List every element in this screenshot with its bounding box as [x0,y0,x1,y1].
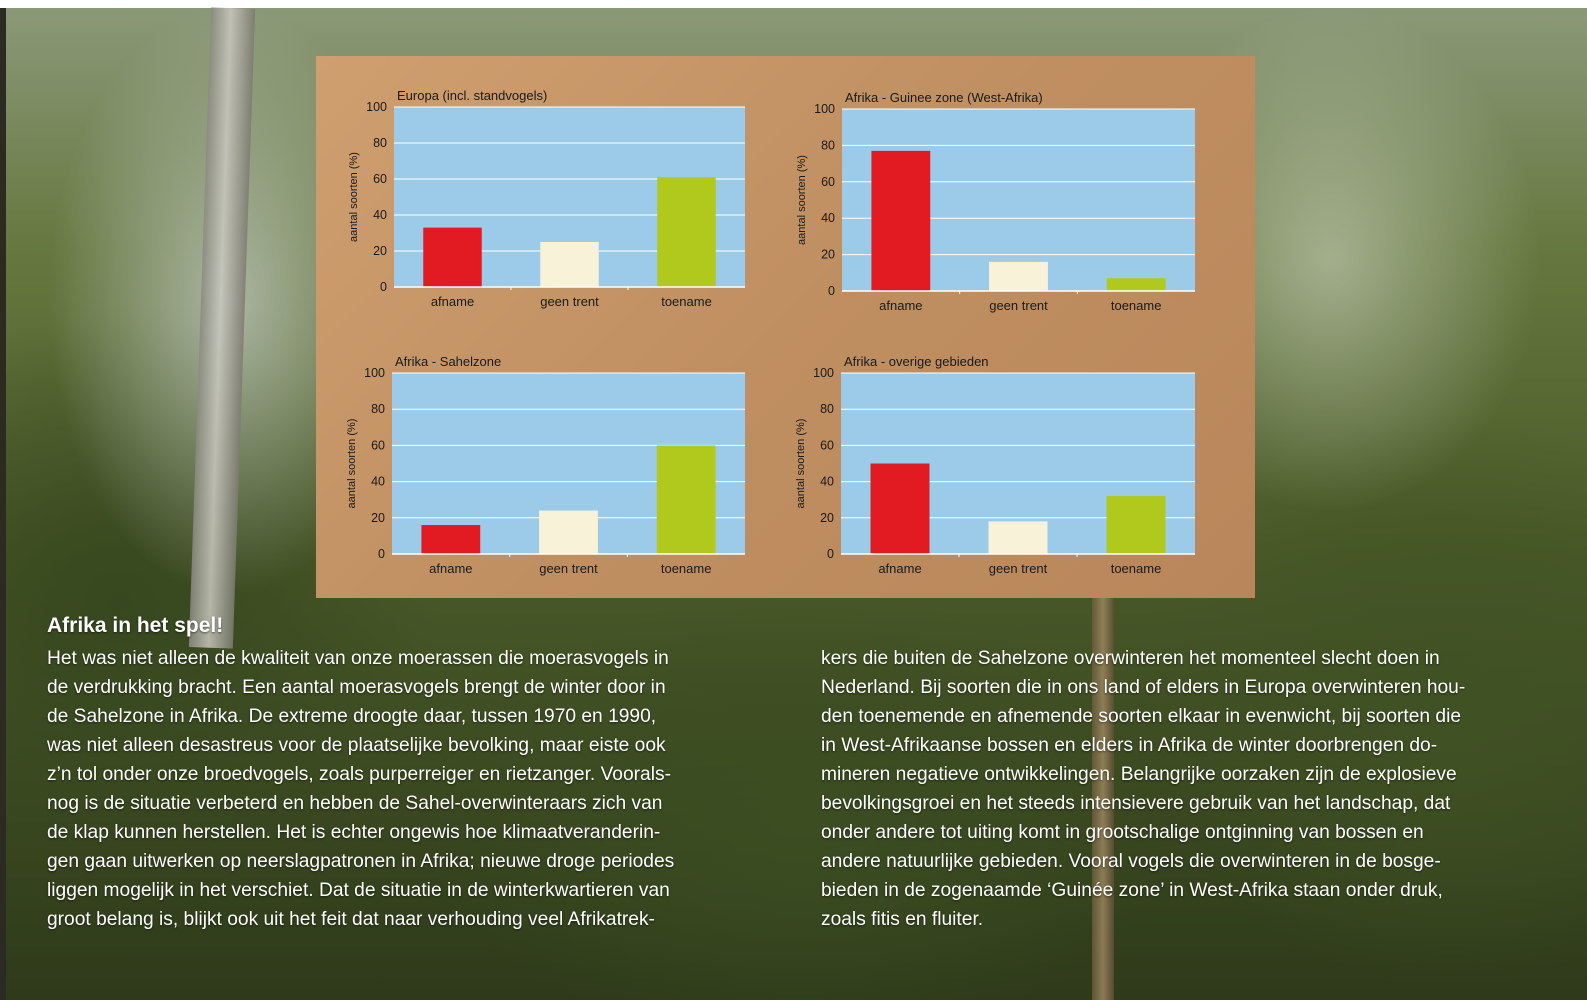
x-tick-label: afname [429,561,472,576]
y-tick-label: 0 [828,284,835,298]
y-tick-label: 100 [813,366,834,380]
y-tick-label: 80 [820,402,834,416]
y-tick-label: 80 [373,136,387,150]
chart-title: Europa (incl. standvogels) [397,88,547,103]
text-line: den toenemende en afnemende soorten elka… [821,706,1462,727]
y-axis-label: aantal soorten (%) [796,155,808,245]
chart-title: Afrika - Guinee zone (West-Afrika) [845,90,1043,105]
x-tick-label: afname [878,561,921,576]
top-border [0,0,1587,8]
y-tick-label: 40 [371,475,385,489]
text-line: onder andere tot uiting komt in grootsch… [821,822,1424,843]
text-line: zoals fitis en fluiter. [821,909,984,930]
y-tick-label: 60 [821,175,835,189]
y-tick-label: 20 [371,511,385,525]
y-tick-label: 20 [820,511,834,525]
y-tick-label: 40 [821,211,835,225]
chart-title: Afrika - Sahelzone [395,354,501,369]
left-border [0,8,6,1000]
y-tick-label: 80 [371,402,385,416]
y-tick-label: 60 [820,438,834,452]
text-line: Het was niet alleen de kwaliteit van onz… [47,648,669,669]
y-tick-label: 60 [371,438,385,452]
x-tick-label: toename [1111,298,1162,313]
bar-chart-2: 0 20 40 60 80 100 afname geen trent toename Afrik… [796,90,1195,313]
x-tick-label: afname [879,298,922,313]
article-column-right: kers die buiten de Sahelzone overwintere… [821,644,1536,934]
text-line: in West-Afrikaanse bossen en elders in A… [821,735,1438,756]
y-tick-label: 80 [821,138,835,152]
bar-geen-trent [988,521,1048,554]
text-line: de klap kunnen herstellen. Het is echter… [47,822,661,843]
y-axis-label: aantal soorten (%) [795,419,807,509]
bar-chart-4: 0 20 40 60 80 100 afname geen trent toename Afrik… [795,354,1195,576]
bar-toename [656,445,716,554]
y-tick-label: 0 [380,280,387,294]
y-tick-label: 20 [373,244,387,258]
y-tick-label: 100 [366,100,387,114]
article-heading: Afrika in het spel! [47,614,224,637]
text-line: groot belang is, blijkt ook uit het feit… [47,909,655,930]
text-line: was niet alleen desastreus voor de plaat… [47,735,666,756]
bar-chart-1: 0 20 40 60 80 100 afname geen trent toename Europ… [348,88,745,309]
x-tick-label: toename [661,561,712,576]
x-tick-label: toename [1111,561,1162,576]
text-line: de Sahelzone in Afrika. De extreme droog… [47,706,657,727]
text-line: andere natuurlijke gebieden. Vooral voge… [821,851,1441,872]
text-line: kers die buiten de Sahelzone overwintere… [821,648,1440,669]
bar-geen-trent [989,261,1048,291]
bar-afname [421,525,481,554]
y-tick-label: 0 [378,547,385,561]
chart-title: Afrika - overige gebieden [844,354,989,369]
bar-toename [657,177,716,287]
text-line: nog is de situatie verbeterd en hebben d… [47,793,663,814]
bar-afname [871,150,931,291]
y-tick-label: 100 [364,366,385,380]
charts-figure: 0 20 40 60 80 100 afname geen trent toename Europ… [346,88,1195,576]
article-column-left: Het was niet alleen de kwaliteit van onz… [47,644,762,934]
y-tick-label: 0 [827,547,834,561]
y-tick-label: 60 [373,172,387,186]
x-tick-label: geen trent [989,298,1048,313]
bar-toename [1106,496,1166,554]
x-tick-label: afname [431,294,474,309]
text-line: de verdrukking bracht. Een aantal moeras… [47,677,666,698]
y-tick-label: 40 [820,475,834,489]
x-tick-label: toename [661,294,712,309]
x-tick-label: geen trent [539,561,598,576]
y-axis-label: aantal soorten (%) [346,419,358,509]
bar-toename [1106,278,1166,291]
background-tree-trunk-right [1092,560,1114,1000]
text-line: bevolkingsgroei en het steeds intensieve… [821,793,1451,814]
bar-geen-trent [540,242,599,287]
text-line: bieden in de zogenaamde ‘Guinée zone’ in… [821,880,1443,901]
y-tick-label: 40 [373,208,387,222]
y-tick-label: 100 [814,102,835,116]
y-axis-label: aantal soorten (%) [348,152,360,242]
y-tick-label: 20 [821,248,835,262]
bar-afname [870,463,930,554]
text-line: Nederland. Bij soorten die in ons land o… [821,677,1466,698]
text-line: mineren negatieve ontwikkelingen. Belang… [821,764,1457,785]
bar-afname [423,227,482,287]
x-tick-label: geen trent [989,561,1048,576]
text-line: gen gaan uitwerken op neerslagpatronen i… [47,851,675,872]
text-line: liggen mogelijk in het verschiet. Dat de… [47,880,670,901]
text-line: z’n tol onder onze broedvogels, zoals pu… [47,764,671,785]
bar-chart-3: 0 20 40 60 80 100 afname geen trent toename Afrik… [346,354,745,576]
bar-geen-trent [539,510,598,554]
x-tick-label: geen trent [540,294,599,309]
chart-panel: 0 20 40 60 80 100 afname geen trent toename Europ… [316,56,1255,598]
background-tree-trunk [188,7,256,649]
